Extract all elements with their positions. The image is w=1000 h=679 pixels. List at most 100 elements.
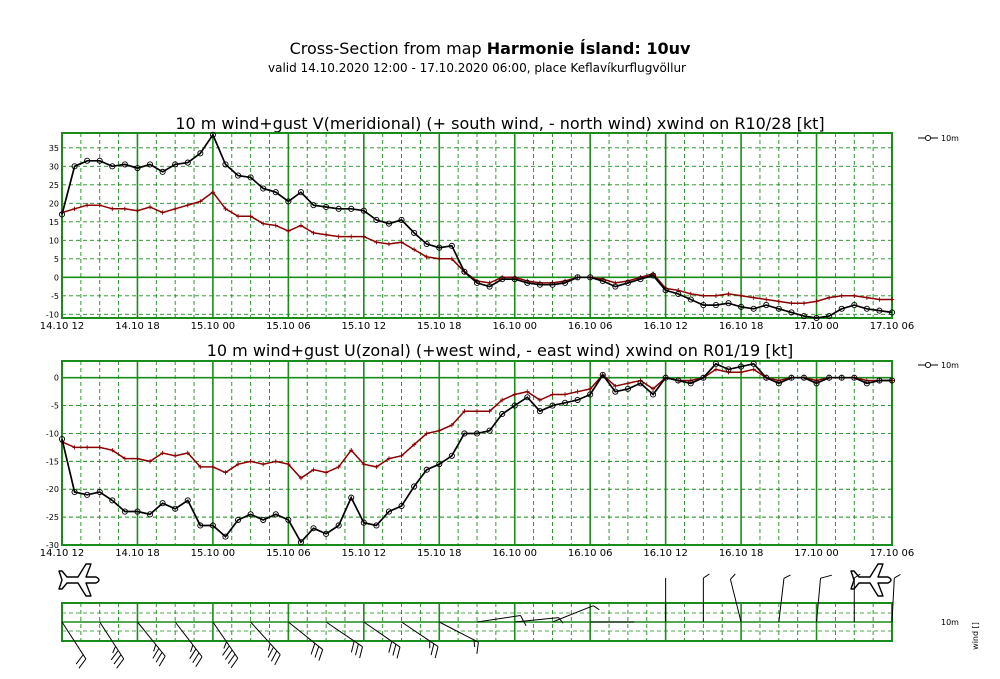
wind-point <box>146 511 154 518</box>
wind-point <box>71 163 78 170</box>
wind-point <box>285 516 292 523</box>
gust-point <box>399 239 404 245</box>
wind-point <box>71 488 78 496</box>
zonal-chart-title: 10 m wind+gust U(zonal) (+west wind, - e… <box>207 341 794 360</box>
wind-point <box>272 189 279 196</box>
gust-point <box>688 291 693 297</box>
wind-barbs <box>61 573 901 669</box>
wind-point <box>612 388 619 395</box>
y-tick-label: 20 <box>49 199 59 208</box>
wind-point <box>486 283 493 290</box>
gust-point <box>210 464 216 470</box>
barb-axis-label: wind [] <box>971 622 980 650</box>
wind-point <box>876 377 883 384</box>
wind-point <box>788 309 795 316</box>
wind-point <box>184 497 191 504</box>
gust-point <box>764 297 769 302</box>
y-tick-label: 0 <box>54 374 59 383</box>
wind-barb <box>816 574 832 623</box>
gust-point <box>537 397 543 403</box>
wind-point <box>398 502 405 510</box>
gust-point <box>273 459 278 464</box>
gust-point <box>198 199 203 204</box>
gust-point <box>399 453 404 458</box>
gust-point <box>72 445 77 450</box>
wind-point <box>851 301 858 309</box>
wind-point <box>838 305 845 312</box>
gust-point <box>751 295 756 300</box>
gust-point <box>877 297 882 302</box>
gust-point <box>323 232 329 237</box>
x-tick-label: 16.10 12 <box>643 548 688 559</box>
wind-line <box>61 133 893 319</box>
wind-barb <box>401 621 439 659</box>
wind-point <box>197 522 204 529</box>
wind-point <box>725 300 732 307</box>
wind-point <box>851 374 858 381</box>
gust-point <box>374 464 379 470</box>
zonal-legend-label: 10m <box>941 361 959 370</box>
gust-point <box>172 453 178 458</box>
x-tick-label: 17.10 00 <box>794 321 839 332</box>
gust-point <box>261 221 266 226</box>
gust-point <box>323 470 329 475</box>
wind-point <box>335 522 342 529</box>
gust-point <box>650 386 656 392</box>
wind-point <box>448 452 455 459</box>
meridional-series <box>58 131 896 322</box>
x-tick-label: 16.10 18 <box>719 321 764 332</box>
wind-point <box>235 172 242 179</box>
gust-point <box>386 241 392 247</box>
gust-point <box>499 397 505 403</box>
wind-point <box>612 283 619 290</box>
wind-point <box>624 279 631 286</box>
wind-point <box>197 150 204 157</box>
gust-point <box>562 392 568 397</box>
gust-point <box>789 301 794 306</box>
gust-point <box>110 206 115 212</box>
gust-point <box>336 234 341 239</box>
wind-line <box>61 362 892 544</box>
wind-point <box>813 314 820 322</box>
wind-point <box>134 165 141 172</box>
gust-point <box>776 299 782 304</box>
wind-point <box>561 399 569 406</box>
gust-point <box>147 204 153 210</box>
meridional-grid <box>61 132 893 319</box>
x-tick-label: 14.10 12 <box>40 548 85 559</box>
wind-point <box>448 242 455 249</box>
wind-point <box>637 276 644 283</box>
wind-point <box>499 276 506 283</box>
y-tick-label: 15 <box>49 218 59 227</box>
gust-point <box>462 408 467 414</box>
gust-point <box>411 442 417 447</box>
wind-point <box>599 277 606 285</box>
wind-barb <box>439 621 479 654</box>
wind-point <box>750 360 757 367</box>
wind-point <box>436 244 443 251</box>
gust-point <box>311 230 316 236</box>
wind-point <box>750 305 757 312</box>
wind-point <box>687 296 694 303</box>
x-tick-label: 15.10 12 <box>342 321 387 332</box>
gust-point <box>801 301 807 306</box>
gust-point <box>198 464 203 470</box>
gust-point <box>839 293 844 298</box>
wind-point <box>272 511 279 518</box>
y-tick-label: -20 <box>46 485 59 494</box>
wind-point <box>260 516 267 523</box>
wind-point <box>398 216 405 223</box>
wind-point <box>524 394 531 401</box>
wind-point <box>800 313 808 320</box>
airplane-icon <box>850 563 892 597</box>
wind-barb <box>99 621 125 669</box>
wind-point <box>310 202 317 209</box>
x-tick-label: 16.10 00 <box>492 321 537 332</box>
y-tick-label: 30 <box>49 162 59 171</box>
meridional-chart-title: 10 m wind+gust V(meridional) (+ south wi… <box>175 114 824 133</box>
gust-point <box>738 293 744 298</box>
wind-point <box>876 307 883 314</box>
gust-point <box>738 369 744 375</box>
meridional-legend: 10m <box>918 134 959 143</box>
gust-point <box>449 422 455 428</box>
